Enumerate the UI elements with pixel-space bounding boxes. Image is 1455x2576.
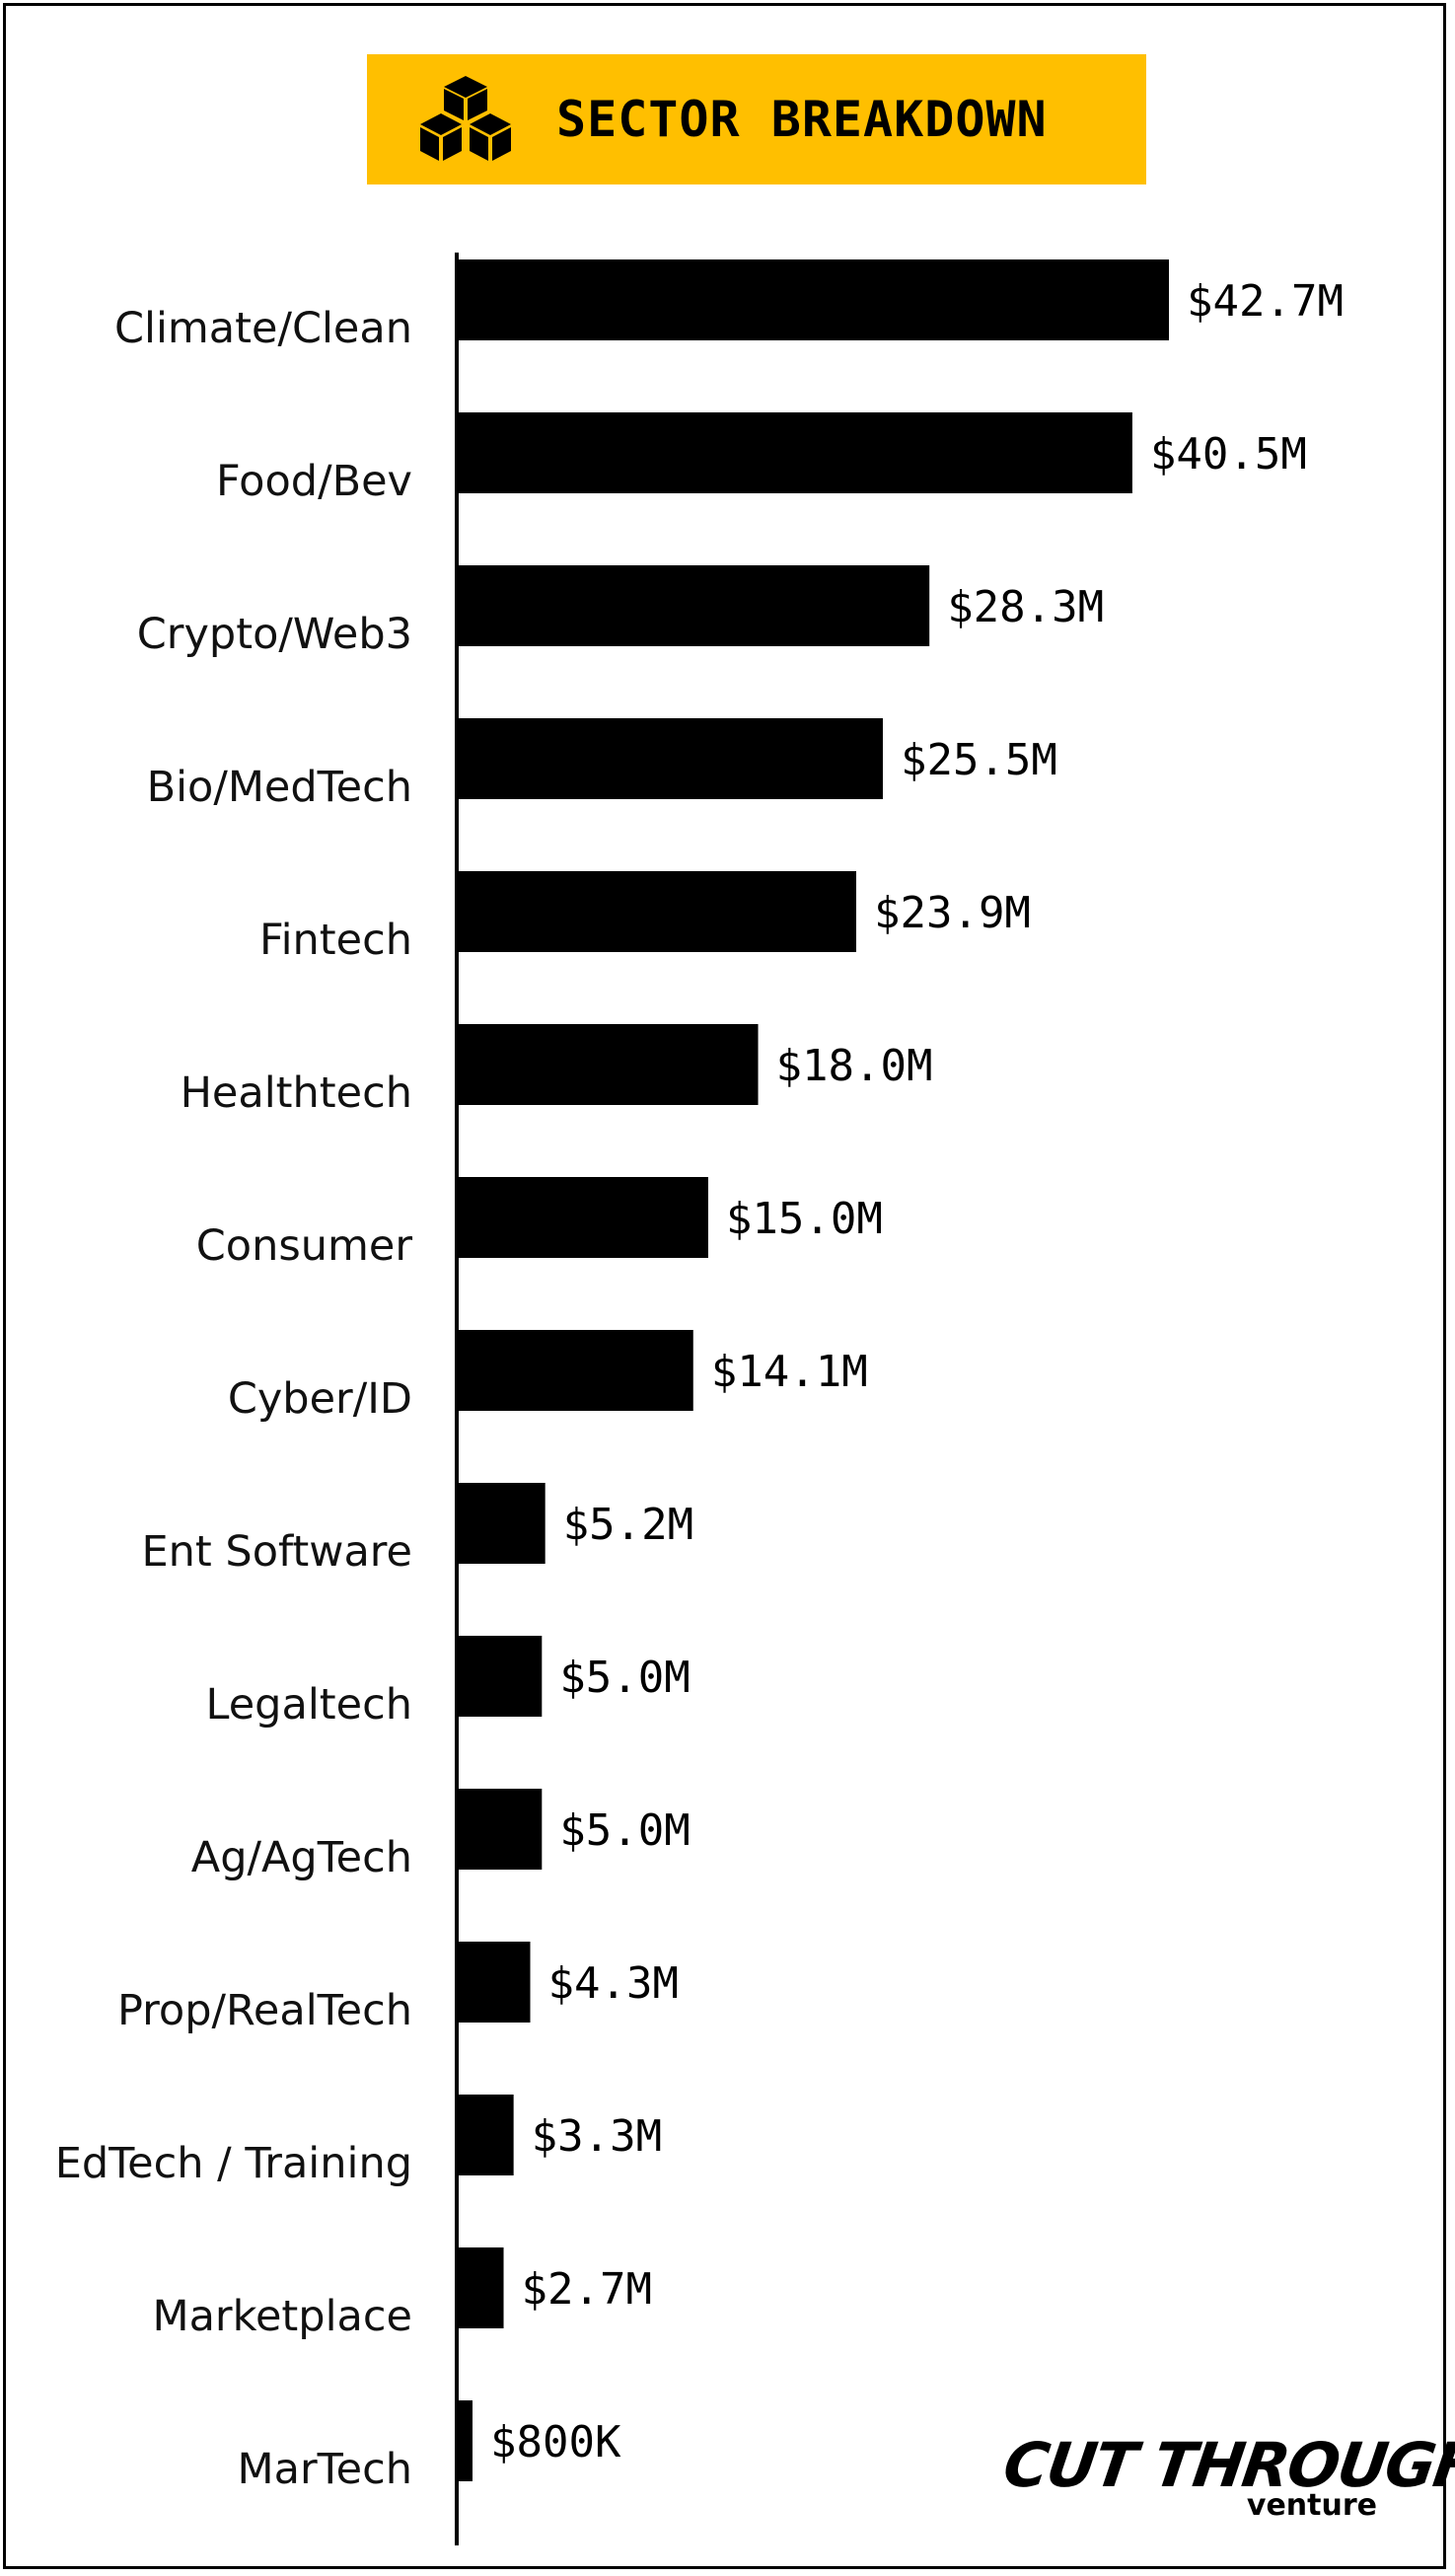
category-label-ent-software: Ent Software [141,1527,412,1577]
cut-through-venture-logo: CUT THROUGH venture [999,2429,1455,2528]
bar-crypto-web3 [459,565,930,646]
category-label-prop-realtech: Prop/RealTech [117,1986,412,2035]
category-label-consumer: Consumer [196,1221,413,1271]
value-label-ag-agtech: $5.0M [559,1805,690,1856]
bar-martech [459,2400,473,2481]
value-label-consumer: $15.0M [726,1194,883,1244]
bar-healthtech [459,1024,759,1105]
header-banner: SECTOR BREAKDOWN [367,54,1146,184]
category-label-cyber-id: Cyber/ID [228,1374,412,1424]
bar-ag-agtech [459,1789,543,1870]
chart-title: SECTOR BREAKDOWN [556,91,1048,148]
category-label-edtech-training: EdTech / Training [55,2139,412,2188]
value-label-healthtech: $18.0M [776,1041,933,1091]
category-label-food-bev: Food/Bev [216,457,412,506]
category-label-martech: MarTech [238,2445,412,2494]
stacked-cubes-icon [420,76,511,161]
category-label-ag-agtech: Ag/AgTech [191,1833,412,1882]
category-label-crypto-web3: Crypto/Web3 [137,610,412,659]
bar-ent-software [459,1483,546,1564]
logo-sub-text: venture [1246,2488,1377,2523]
bar-consumer [459,1177,708,1258]
value-label-prop-realtech: $4.3M [548,1958,679,2009]
bar-bio-medtech [459,718,883,799]
bar-edtech-training [459,2095,514,2175]
value-label-marketplace: $2.7M [522,2264,652,2315]
value-label-martech: $800K [490,2417,621,2467]
value-label-edtech-training: $3.3M [532,2111,662,2162]
bar-legaltech [459,1636,543,1717]
value-label-ent-software: $5.2M [563,1500,693,1550]
bar-climate-clean [459,259,1169,340]
bar-fintech [459,871,856,952]
value-label-legaltech: $5.0M [559,1653,690,1703]
bar-marketplace [459,2247,504,2328]
category-label-bio-medtech: Bio/MedTech [147,763,412,812]
category-label-legaltech: Legaltech [206,1680,412,1730]
logo-main-text: CUT THROUGH [998,2429,1455,2501]
bar-cyber-id [459,1330,693,1411]
value-label-crypto-web3: $28.3M [947,582,1104,632]
category-label-climate-clean: Climate/Clean [114,304,412,353]
value-label-bio-medtech: $25.5M [901,735,1057,785]
category-label-fintech: Fintech [259,916,412,965]
value-label-fintech: $23.9M [874,888,1031,938]
category-label-healthtech: Healthtech [181,1068,412,1118]
value-label-food-bev: $40.5M [1150,429,1307,479]
chart-frame [3,3,1446,2569]
bar-food-bev [459,412,1132,493]
bar-prop-realtech [459,1942,531,2023]
category-label-marketplace: Marketplace [152,2292,412,2341]
value-label-cyber-id: $14.1M [711,1347,868,1397]
value-label-climate-clean: $42.7M [1187,276,1344,327]
